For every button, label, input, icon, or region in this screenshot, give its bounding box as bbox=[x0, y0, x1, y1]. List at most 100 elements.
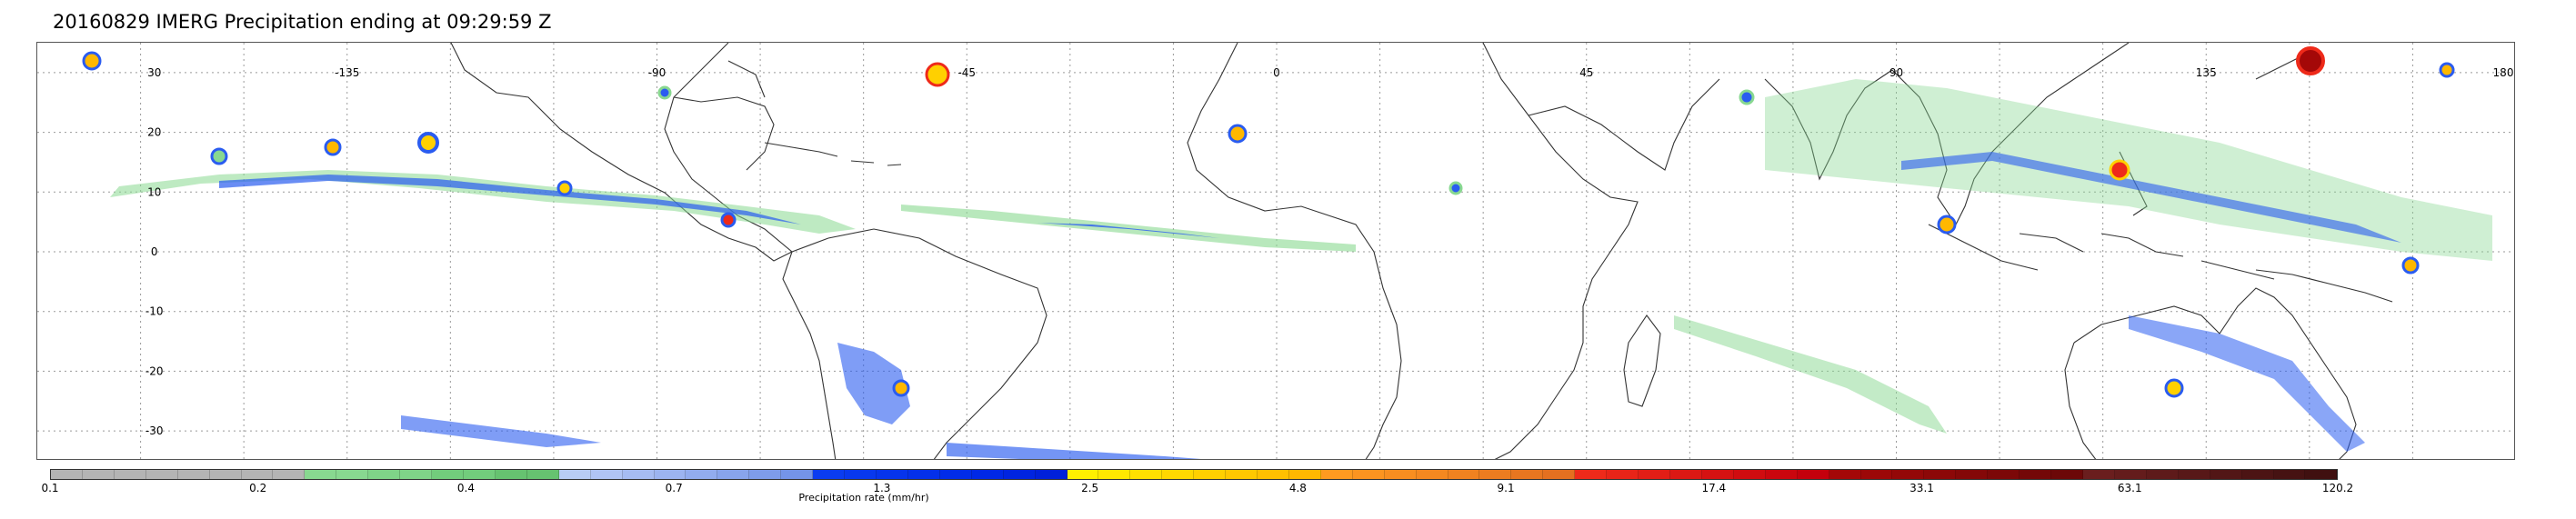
colorbar-swatch bbox=[463, 470, 496, 479]
storm-cell bbox=[1739, 89, 1755, 105]
colorbar-swatch bbox=[1162, 470, 1195, 479]
longitude-tick-label: 135 bbox=[2196, 66, 2217, 79]
colorbar-tick-label: 63.1 bbox=[2117, 482, 2142, 494]
australia-coast bbox=[2064, 287, 2357, 459]
spcz-band bbox=[2129, 315, 2365, 452]
colorbar-swatch bbox=[717, 470, 750, 479]
colorbar-swatch bbox=[526, 470, 559, 479]
figure-title: 20160829 IMERG Precipitation ending at 0… bbox=[53, 11, 552, 33]
colorbar-tick-label: 1.3 bbox=[873, 482, 891, 494]
coastlines bbox=[450, 43, 2393, 459]
colorbar-swatch bbox=[1130, 470, 1163, 479]
colorbar-swatch bbox=[2305, 470, 2337, 479]
gulf-coast bbox=[673, 60, 775, 171]
precipitation-map: 30 20 10 0 -10 -20 -30 -135 -90 -45 0 45 90 135 180 bbox=[37, 43, 2514, 459]
colorbar-swatch bbox=[1988, 470, 2020, 479]
south-america-coast bbox=[782, 228, 1047, 459]
colorbar-tick-label: 2.5 bbox=[1081, 482, 1099, 494]
south-atlantic-band bbox=[947, 443, 1201, 459]
colorbar-swatch bbox=[273, 470, 306, 479]
colorbar-swatch bbox=[1288, 470, 1321, 479]
colorbar-swatch bbox=[114, 470, 146, 479]
itcz-east-pacific-core bbox=[219, 175, 801, 225]
storm-cell bbox=[417, 132, 439, 154]
colorbar-swatch bbox=[2083, 470, 2115, 479]
colorbar-swatch bbox=[1607, 470, 1639, 479]
latitude-tick-label: -10 bbox=[145, 305, 164, 318]
indonesia-islands bbox=[1928, 224, 2275, 280]
axis-tick-labels: 30 20 10 0 -10 -20 -30 -135 -90 -45 0 45 90 135 180 bbox=[145, 66, 2514, 437]
colorbar-swatch bbox=[907, 470, 940, 479]
storm-cell bbox=[1228, 124, 1248, 144]
colorbar-swatch bbox=[2146, 470, 2179, 479]
latitude-tick-label: 0 bbox=[151, 245, 158, 258]
longitude-tick-label: 45 bbox=[1579, 66, 1593, 79]
colorbar-swatch bbox=[336, 470, 369, 479]
itcz-east-pacific-band bbox=[110, 170, 856, 234]
colorbar-swatch bbox=[1860, 470, 1893, 479]
colorbar-swatch bbox=[1639, 470, 1671, 479]
arabia-india-coast bbox=[1528, 69, 1893, 181]
colorbar-swatch bbox=[2178, 470, 2210, 479]
caribbean-islands bbox=[764, 142, 902, 166]
colorbar-swatch bbox=[145, 470, 178, 479]
latitude-tick-label: 20 bbox=[147, 126, 161, 139]
colorbar-swatch bbox=[971, 470, 1004, 479]
storm-cell bbox=[892, 379, 910, 397]
south-america-convection bbox=[837, 343, 910, 424]
colorbar-swatch bbox=[590, 470, 623, 479]
latitude-tick-label: 30 bbox=[147, 66, 161, 79]
colorbar-swatch bbox=[209, 470, 242, 479]
storm-cell bbox=[210, 147, 228, 165]
graticule bbox=[37, 43, 2514, 459]
storm-cell bbox=[82, 51, 102, 71]
precipitation-field bbox=[82, 46, 2492, 459]
colorbar-swatch bbox=[82, 470, 115, 479]
colorbar-swatch bbox=[2114, 470, 2147, 479]
africa-coast bbox=[1187, 43, 1639, 459]
storm-cell bbox=[657, 85, 672, 100]
colorbar-swatch bbox=[51, 470, 83, 479]
colorbar-swatch bbox=[1765, 470, 1798, 479]
longitude-tick-label: -90 bbox=[648, 66, 667, 79]
colorbar-swatch bbox=[2020, 470, 2052, 479]
colorbar-swatch bbox=[1892, 470, 1925, 479]
colorbar-swatch bbox=[1797, 470, 1829, 479]
storm-cell bbox=[1937, 215, 1957, 235]
storm-cell bbox=[2439, 62, 2455, 78]
longitude-tick-label: 0 bbox=[1273, 66, 1280, 79]
colorbar-tick-label: 4.8 bbox=[1288, 482, 1307, 494]
colorbar-tick-label: 33.1 bbox=[1909, 482, 1934, 494]
colorbar-swatch bbox=[1258, 470, 1289, 479]
colorbar-swatch bbox=[241, 470, 274, 479]
colorbar-swatch bbox=[1701, 470, 1734, 479]
storm-cell bbox=[925, 62, 950, 87]
longitude-tick-label: -45 bbox=[957, 66, 976, 79]
storm-cell bbox=[2401, 256, 2420, 274]
latitude-tick-label: -20 bbox=[145, 364, 164, 377]
colorbar-swatch bbox=[2210, 470, 2242, 479]
west-pacific-core bbox=[1901, 152, 2401, 243]
colorbar-tick-label: 17.4 bbox=[1701, 482, 1727, 494]
colorbar-swatch bbox=[2273, 470, 2306, 479]
colorbar-swatch bbox=[1543, 470, 1576, 479]
colorbar-swatch bbox=[1733, 470, 1766, 479]
colorbar-swatch bbox=[1575, 470, 1608, 479]
colorbar-swatch bbox=[1098, 470, 1131, 479]
colorbar-swatch bbox=[1320, 470, 1353, 479]
colorbar-swatch bbox=[845, 470, 877, 479]
storm-cell bbox=[2164, 378, 2184, 398]
colorbar-swatch bbox=[495, 470, 527, 479]
colorbar-swatch bbox=[1352, 470, 1385, 479]
storm-cell bbox=[1448, 181, 1463, 195]
colorbar-swatch bbox=[622, 470, 655, 479]
colorbar-swatch bbox=[939, 470, 972, 479]
colorbar-tick-label: 0.2 bbox=[249, 482, 267, 494]
storm-cell bbox=[324, 138, 342, 156]
longitude-tick-label: -135 bbox=[335, 66, 359, 79]
colorbar-swatch bbox=[1384, 470, 1417, 479]
colorbar-swatch bbox=[749, 470, 782, 479]
south-indian-band bbox=[1674, 315, 1947, 434]
colorbar-tick-label: 0.1 bbox=[41, 482, 59, 494]
colorbar-swatch bbox=[1003, 470, 1036, 479]
